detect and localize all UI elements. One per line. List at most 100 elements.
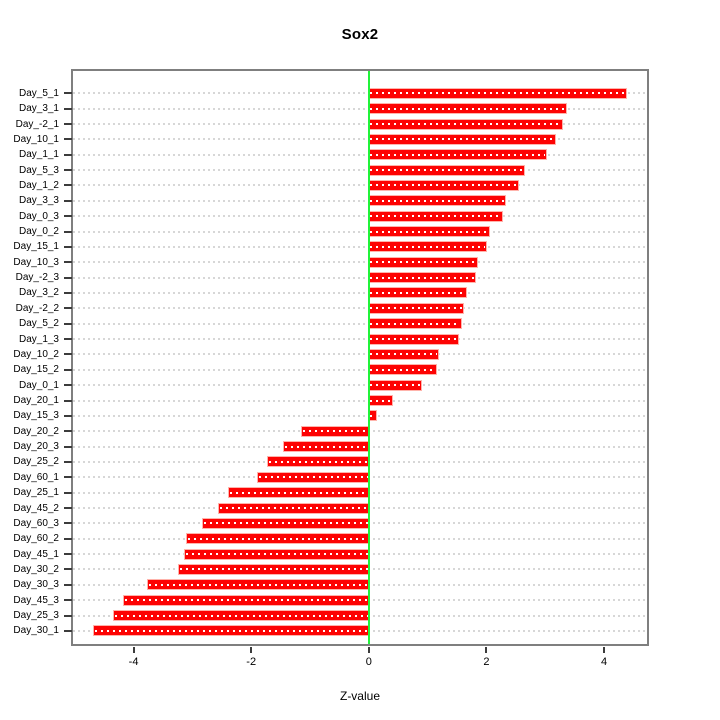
row-grid-line — [73, 291, 647, 294]
row-grid-line — [73, 199, 647, 202]
y-tick — [64, 107, 72, 110]
bar — [123, 595, 369, 605]
bar — [258, 472, 369, 482]
y-tick-label: Day_15_3 — [13, 410, 59, 422]
bar — [368, 334, 458, 344]
row-grid-line — [73, 338, 647, 341]
bar — [368, 303, 463, 313]
y-tick-label: Day_45_3 — [13, 594, 59, 606]
y-tick — [64, 307, 72, 310]
bar — [368, 273, 476, 283]
y-tick-label: Day_10_3 — [13, 256, 59, 268]
plot-canvas — [73, 71, 647, 644]
y-tick-label: Day_5_1 — [18, 87, 59, 99]
y-tick — [64, 338, 72, 341]
x-tick-label: -4 — [128, 656, 139, 668]
row-grid-line — [73, 107, 647, 110]
bar — [368, 288, 466, 298]
y-tick — [64, 322, 72, 325]
y-tick — [64, 445, 72, 448]
y-tick-label: Day_20_2 — [13, 425, 59, 437]
y-tick-label: Day_0_3 — [18, 210, 59, 222]
bar — [178, 564, 369, 574]
y-tick-label: Day_5_2 — [18, 318, 59, 330]
bar — [368, 411, 377, 421]
y-tick — [64, 629, 72, 632]
bar — [302, 426, 369, 436]
y-tick-label: Day_0_1 — [18, 379, 59, 391]
y-tick — [64, 384, 72, 387]
bar — [368, 365, 436, 375]
row-grid-line — [73, 169, 647, 172]
bar — [368, 211, 503, 221]
y-tick — [64, 169, 72, 172]
row-grid-line — [73, 123, 647, 126]
y-tick — [64, 123, 72, 126]
bar — [94, 626, 369, 636]
x-tick-label: 0 — [365, 656, 372, 668]
bar — [368, 104, 566, 114]
row-grid-line — [73, 184, 647, 187]
y-tick — [64, 368, 72, 371]
y-tick-label: Day_45_2 — [13, 502, 59, 514]
y-tick — [64, 261, 72, 264]
bar — [268, 457, 369, 467]
x-tick — [367, 647, 370, 653]
y-tick — [64, 414, 72, 417]
bar — [114, 611, 369, 621]
y-tick — [64, 507, 72, 510]
y-tick — [64, 614, 72, 617]
y-tick-label: Day_10_2 — [13, 348, 59, 360]
y-tick-label: Day_30_3 — [13, 579, 59, 591]
bar — [186, 534, 369, 544]
bar — [368, 180, 518, 190]
y-tick — [64, 291, 72, 294]
bar — [368, 257, 478, 267]
y-tick-label: Day_25_1 — [13, 487, 59, 499]
y-tick-label: Day_20_1 — [13, 395, 59, 406]
y-tick — [64, 245, 72, 248]
y-tick-label: Day_60_3 — [13, 517, 59, 529]
row-grid-line — [73, 215, 647, 218]
x-tick-label: 2 — [483, 656, 490, 668]
row-grid-line — [73, 92, 647, 95]
chart-title: Sox2 — [341, 26, 379, 43]
x-tick — [485, 647, 488, 653]
bar — [368, 380, 422, 390]
y-tick-label: Day_25_2 — [13, 456, 59, 468]
y-tick-label: Day_0_2 — [18, 226, 59, 238]
bar — [368, 119, 562, 129]
y-tick-label: Day_10_1 — [13, 133, 59, 145]
y-tick — [64, 460, 72, 463]
row-grid-line — [73, 399, 647, 402]
y-tick-label: Day_25_3 — [13, 610, 59, 622]
y-tick — [64, 215, 72, 218]
y-tick — [64, 276, 72, 279]
bar — [368, 227, 490, 237]
y-tick — [64, 399, 72, 402]
bar — [219, 503, 369, 513]
y-tick-label: Day_-2_1 — [15, 118, 59, 130]
y-tick-label: Day_1_3 — [18, 333, 59, 345]
row-grid-line — [73, 153, 647, 156]
y-tick-label: Day_45_1 — [13, 548, 59, 560]
y-tick — [64, 230, 72, 233]
bar — [368, 150, 546, 160]
zero-line — [367, 71, 370, 644]
y-tick — [64, 568, 72, 571]
x-tick-label: 4 — [601, 656, 608, 668]
bar — [368, 196, 506, 206]
x-tick-label: -2 — [246, 656, 257, 668]
row-grid-line — [73, 276, 647, 279]
y-tick — [64, 199, 72, 202]
y-tick — [64, 138, 72, 141]
bar — [283, 442, 369, 452]
y-tick-label: Day_20_3 — [13, 441, 59, 453]
y-tick-label: Day_1_1 — [18, 149, 59, 161]
row-grid-line — [73, 261, 647, 264]
y-tick-label: Day_15_1 — [13, 241, 59, 253]
bar — [229, 488, 369, 498]
y-tick-label: Day_-2_2 — [15, 302, 59, 314]
row-grid-line — [73, 138, 647, 141]
